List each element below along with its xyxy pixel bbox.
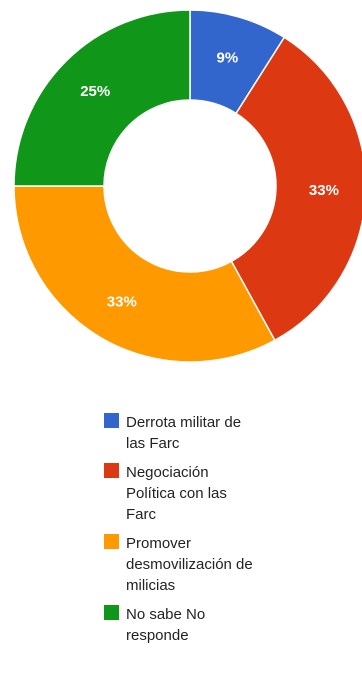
legend-label-2-line-2: Política con las: [126, 485, 227, 502]
slice-3: [13, 185, 276, 363]
legend-label-4-line-1: No sabe No: [126, 606, 205, 623]
legend-label-2-line-1: Negociación: [126, 464, 209, 481]
legend-label-1-line-1: Derrota militar de: [126, 414, 241, 431]
slice-labels: 9% 33% 33% 25%: [80, 49, 339, 310]
legend-swatch-1: [104, 413, 119, 428]
legend-label-3-line-2: desmovilización de: [126, 556, 253, 573]
legend-label-2-line-3: Farc: [126, 506, 157, 523]
legend-label-3-line-3: milicias: [126, 577, 175, 594]
legend-swatch-2: [104, 463, 119, 478]
legend-swatch-3: [104, 534, 119, 549]
legend-swatch-4: [104, 605, 119, 620]
slice-label-3: 33%: [107, 293, 137, 310]
donut-slices: [13, 9, 362, 363]
slice-label-4: 25%: [80, 83, 110, 100]
legend-label-3-line-1: Promover: [126, 535, 191, 552]
legend-label-4-line-2: responde: [126, 627, 189, 644]
slice-label-1: 9%: [217, 49, 239, 66]
slice-label-2: 33%: [309, 182, 339, 199]
legend-label-1-line-2: las Farc: [126, 435, 180, 452]
chart-legend: Derrota militar de las Farc Negociación Pol…: [104, 413, 253, 644]
slice-4: [13, 9, 191, 187]
slice-2: [230, 36, 362, 342]
